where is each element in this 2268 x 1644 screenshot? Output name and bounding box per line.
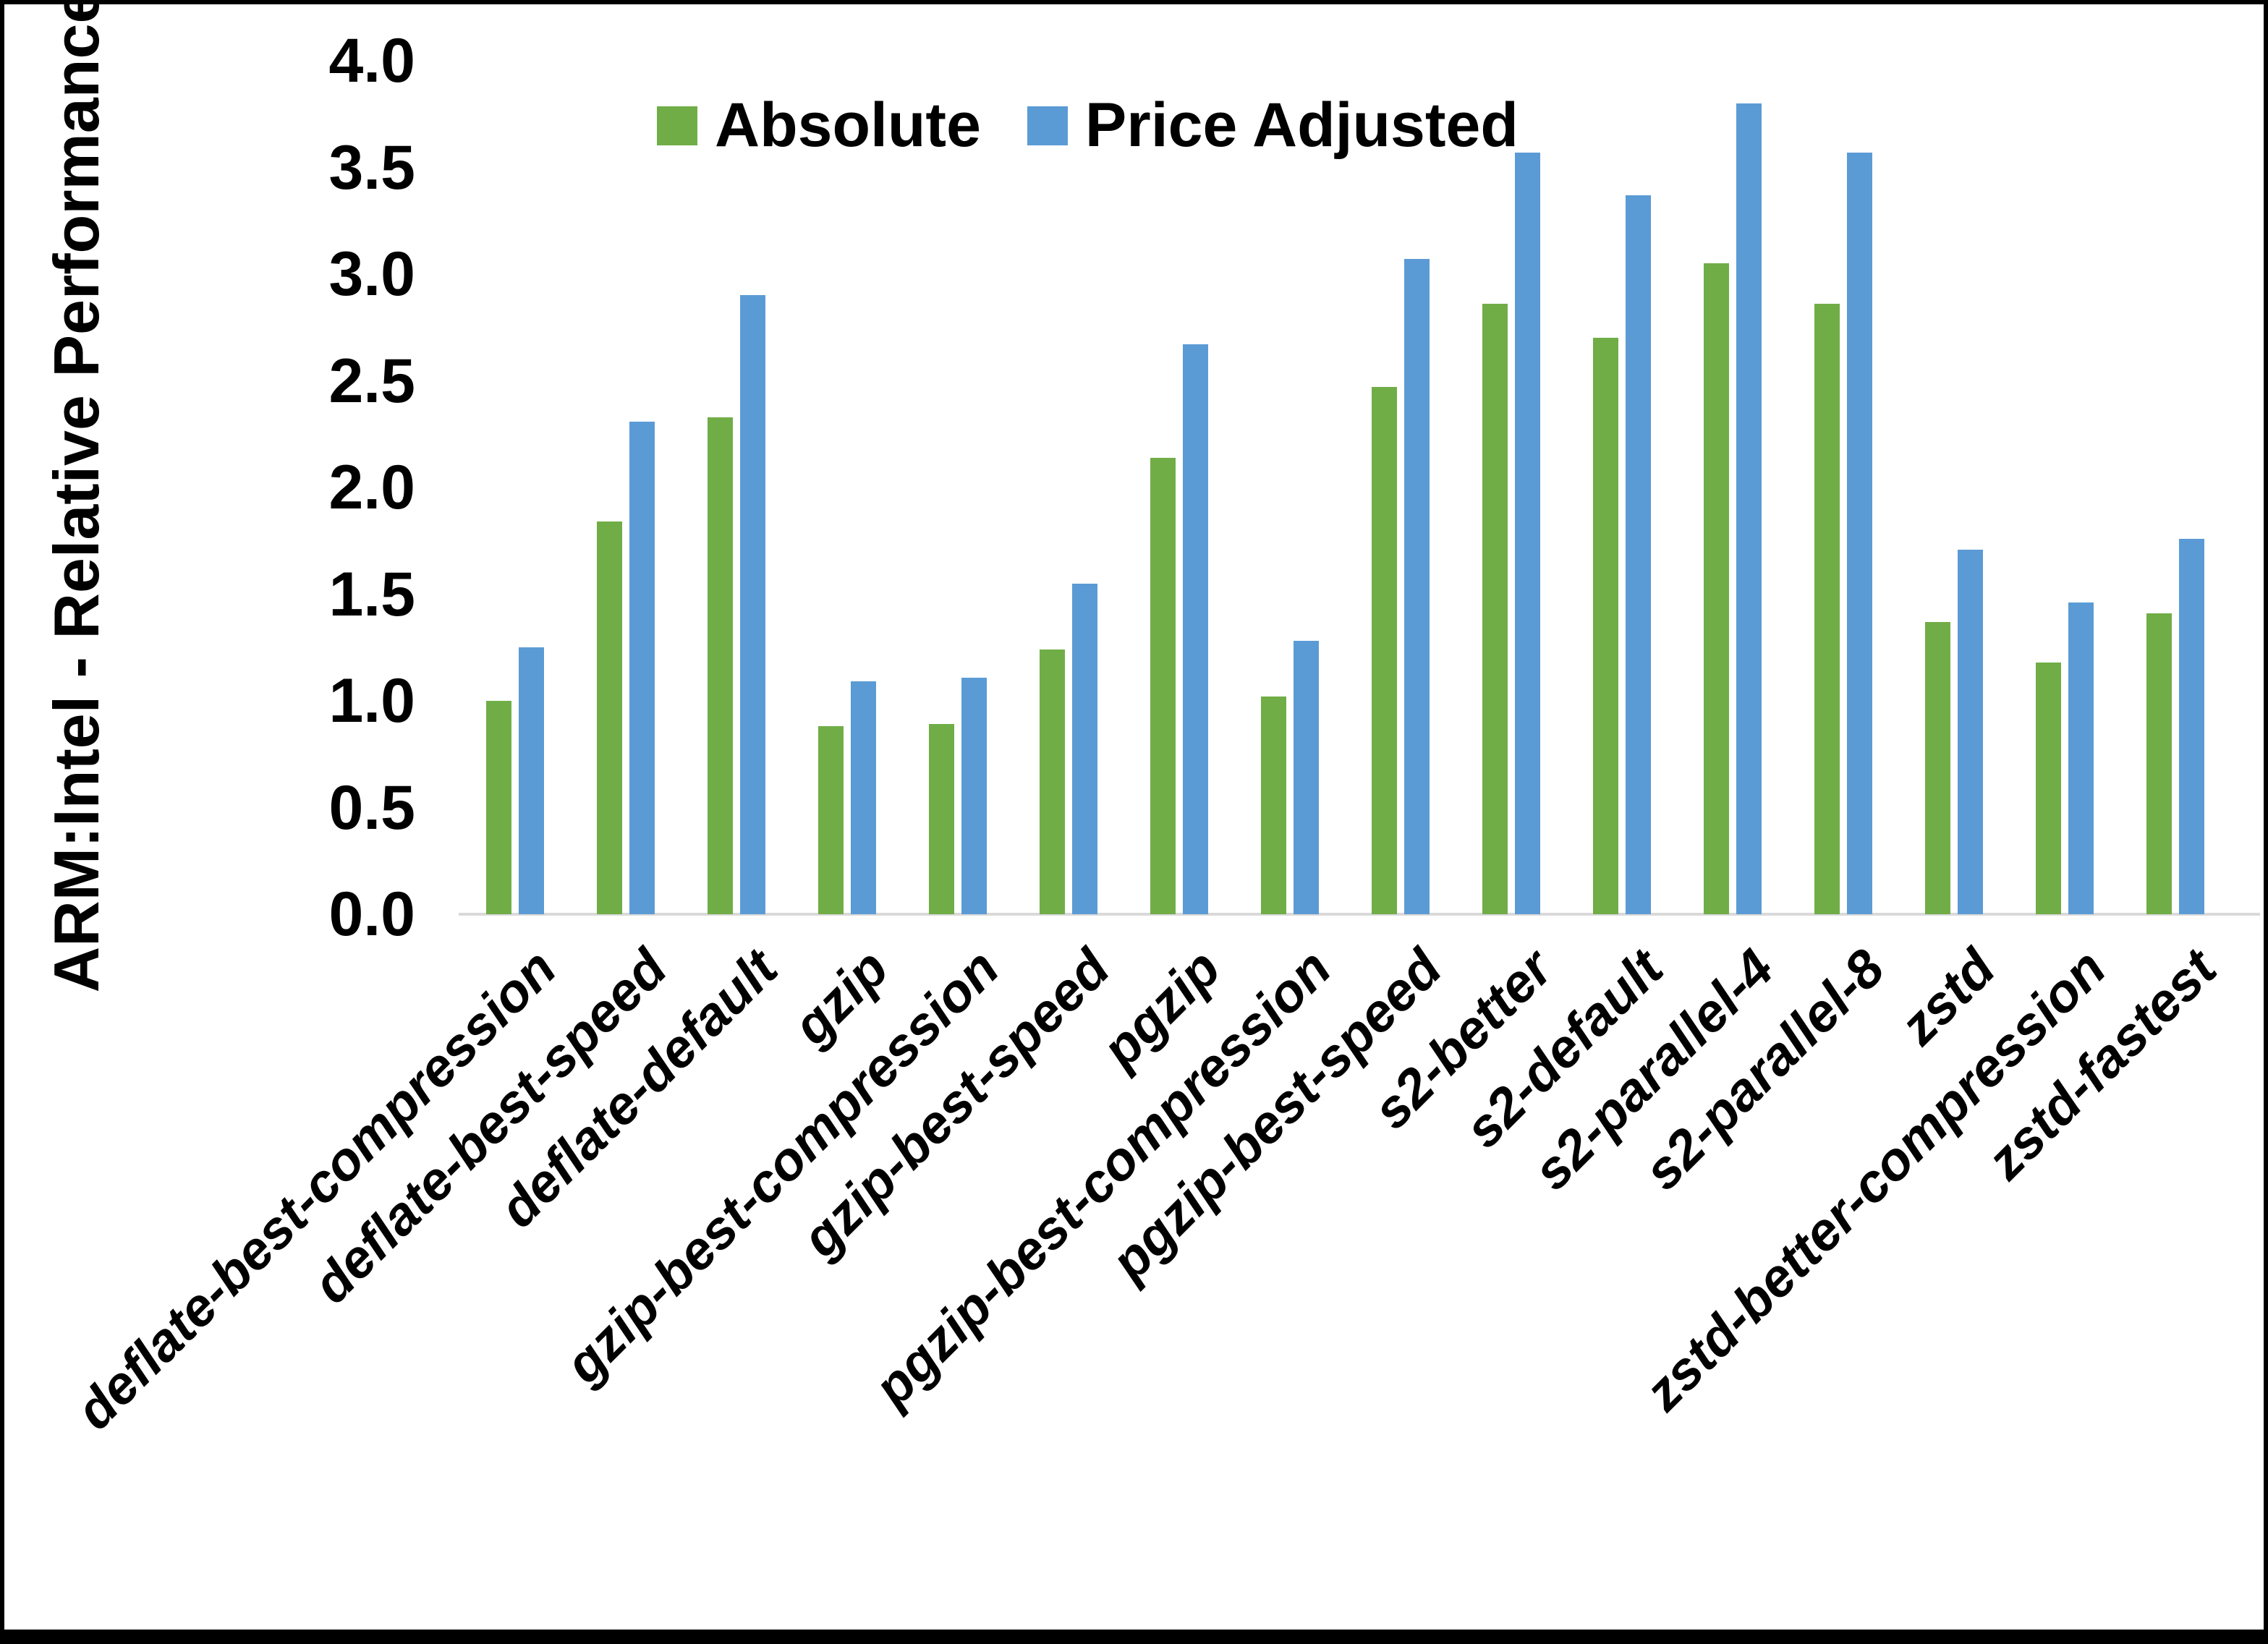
y-axis-tick-label: 3.0	[328, 239, 415, 309]
bar-price-adjusted[interactable]	[1294, 641, 1319, 914]
bar-price-adjusted[interactable]	[1736, 103, 1762, 914]
bar-price-adjusted[interactable]	[740, 295, 765, 914]
y-axis-tick-label: 3.5	[328, 132, 415, 203]
legend-item-absolute[interactable]: Absolute	[657, 90, 981, 161]
bar-absolute[interactable]	[1482, 304, 1508, 914]
bar-absolute[interactable]	[818, 726, 844, 914]
legend-item-price-adjusted[interactable]: Price Adjusted	[1027, 90, 1519, 161]
bar-absolute[interactable]	[1040, 649, 1065, 914]
bar-absolute[interactable]	[1372, 387, 1397, 914]
bar-price-adjusted[interactable]	[1183, 344, 1208, 914]
bar-price-adjusted[interactable]	[1626, 195, 1651, 914]
bar-absolute[interactable]	[1593, 338, 1618, 914]
bar-absolute[interactable]	[708, 417, 733, 914]
bar-absolute[interactable]	[2146, 613, 2172, 914]
legend-swatch-price-adjusted-icon	[1027, 106, 1068, 145]
y-axis-tick-label: 1.5	[328, 559, 415, 629]
plot-area: 0.0 0.5 1.0 1.5 2.0 2.5 3.0 3.5 4.0 deflate-best-…	[4, 4, 2264, 1630]
y-axis-tick-label: 1.0	[328, 666, 415, 736]
bar-absolute[interactable]	[1150, 458, 1176, 914]
bar-price-adjusted[interactable]	[1404, 259, 1430, 914]
y-axis-tick-label: 2.0	[328, 453, 415, 522]
legend-label-absolute: Absolute	[715, 90, 981, 160]
legend-label-price-adjusted: Price Adjusted	[1084, 90, 1519, 160]
x-axis-line	[459, 913, 2260, 916]
bar-price-adjusted[interactable]	[851, 681, 876, 914]
bar-price-adjusted[interactable]	[519, 647, 544, 914]
bar-price-adjusted[interactable]	[961, 678, 987, 914]
y-axis-tick-label: 0.0	[328, 880, 415, 949]
bar-absolute[interactable]	[1261, 697, 1286, 914]
bar-price-adjusted[interactable]	[1847, 153, 1872, 914]
bar-price-adjusted[interactable]	[1958, 550, 1983, 914]
y-axis-tick-label: 0.5	[328, 772, 415, 843]
bar-price-adjusted[interactable]	[629, 422, 655, 914]
y-axis-tick-label: 4.0	[328, 26, 415, 95]
bar-price-adjusted[interactable]	[1515, 153, 1540, 914]
bar-price-adjusted[interactable]	[2068, 602, 2094, 914]
legend-swatch-absolute-icon	[657, 106, 697, 145]
bar-price-adjusted[interactable]	[2179, 539, 2204, 914]
legend: Absolute Price Adjusted	[657, 90, 1519, 161]
bar-absolute[interactable]	[1814, 304, 1840, 914]
y-axis-tick-label: 2.5	[328, 346, 415, 416]
bar-absolute[interactable]	[1925, 622, 1950, 914]
bar-absolute[interactable]	[597, 521, 622, 914]
bar-absolute[interactable]	[929, 724, 954, 914]
bar-absolute[interactable]	[2036, 663, 2061, 914]
bar-absolute[interactable]	[1704, 263, 1729, 914]
bar-price-adjusted[interactable]	[1072, 584, 1097, 914]
bar-absolute[interactable]	[486, 701, 511, 914]
